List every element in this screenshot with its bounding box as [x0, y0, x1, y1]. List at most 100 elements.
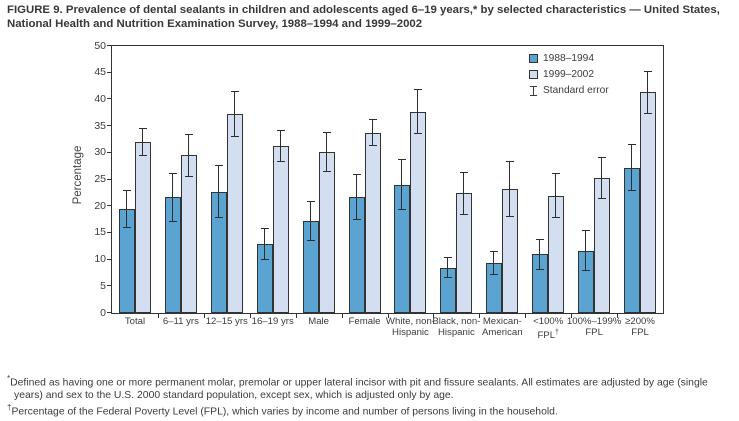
legend-label-1988-1994: 1988–1994 — [543, 52, 594, 64]
footnote-asterisk: *Defined as having one or more permanent… — [7, 373, 735, 402]
x-category-label: White, non- Hispanic — [385, 316, 435, 338]
bar-1988-1994 — [256, 243, 273, 313]
x-tick — [571, 314, 573, 318]
error-bar — [276, 129, 285, 162]
bar-1999-2002 — [272, 145, 289, 313]
legend-item-standard-error: Standard error — [529, 83, 609, 99]
x-category-label: Male — [308, 316, 330, 327]
legend: 1988–1994 1999–2002 Standard error — [529, 50, 609, 99]
x-category-label: 100%–199% FPL — [566, 316, 622, 338]
x-category-label: Total — [124, 316, 146, 327]
bar-1999-2002 — [364, 132, 381, 313]
y-tick — [107, 285, 112, 287]
bar-1999-2002 — [134, 142, 151, 313]
figure-title: FIGURE 9. Prevalence of dental sealants … — [7, 4, 720, 30]
y-tick-label: 20 — [94, 199, 106, 212]
error-bar — [552, 172, 561, 219]
error-bar — [414, 89, 423, 135]
x-tick — [525, 314, 527, 318]
error-bar — [168, 172, 177, 222]
y-tick-label: 30 — [94, 146, 106, 159]
x-category-label: <100% FPL† — [533, 316, 564, 341]
error-bar — [582, 230, 591, 271]
y-tick-label: 45 — [94, 66, 106, 79]
x-category-label: Mexican- American — [482, 316, 523, 338]
error-bar — [214, 165, 223, 219]
x-tick — [295, 314, 297, 318]
x-tick — [203, 314, 205, 318]
footnotes: *Defined as having one or more permanent… — [7, 373, 735, 419]
y-tick-label: 15 — [94, 226, 106, 239]
error-bar — [322, 131, 331, 172]
y-tick-label: 10 — [94, 253, 106, 266]
legend-swatch-1988-1994 — [529, 53, 538, 63]
bar-1999-2002 — [502, 189, 519, 313]
legend-item-1988-1994: 1988–1994 — [529, 50, 609, 66]
footnote-text: Percentage of the Federal Poverty Level … — [11, 406, 558, 418]
bar-1988-1994 — [164, 197, 181, 313]
bar-1988-1994 — [118, 208, 135, 313]
error-bar — [536, 238, 545, 270]
error-bar — [352, 173, 361, 220]
x-category-label: 6–11 yrs — [162, 316, 199, 327]
footnote-marker: † — [7, 403, 12, 413]
standard-error-icon — [530, 85, 537, 96]
plot-area — [111, 45, 664, 314]
bar-1988-1994 — [578, 250, 595, 313]
y-tick — [107, 45, 112, 46]
error-bar — [398, 159, 407, 211]
x-tick — [249, 314, 251, 318]
bar-1999-2002 — [456, 193, 473, 313]
y-tick — [107, 258, 112, 260]
x-tick — [433, 314, 435, 318]
y-tick — [107, 125, 112, 127]
error-bar — [138, 128, 147, 157]
bar-1988-1994 — [210, 191, 227, 313]
y-tick — [107, 71, 112, 73]
error-bar — [306, 200, 315, 242]
bar-1988-1994 — [394, 184, 411, 313]
error-bar — [644, 71, 653, 114]
bar-1999-2002 — [318, 151, 335, 313]
y-tick-label: 5 — [100, 279, 106, 292]
y-tick — [107, 312, 112, 313]
bar-1999-2002 — [594, 177, 611, 313]
y-tick-label: 25 — [94, 173, 106, 185]
bar-1988-1994 — [440, 267, 457, 313]
footnote-dagger: †Percentage of the Federal Poverty Level… — [7, 402, 735, 419]
bar-1999-2002 — [410, 111, 427, 313]
x-category-label: Black, non- Hispanic — [432, 316, 481, 338]
y-tick-label: 35 — [94, 119, 106, 132]
y-tick — [107, 231, 112, 233]
footnote-marker: * — [7, 374, 11, 383]
error-bar — [230, 90, 239, 137]
x-tick — [387, 314, 389, 318]
x-category-label: ≥200% FPL — [625, 316, 655, 338]
bar-1999-2002 — [548, 195, 565, 313]
x-category-label: 16–19 yrs — [251, 316, 294, 327]
legend-swatch-1999-2002 — [529, 69, 538, 79]
x-tick — [157, 314, 159, 318]
x-tick — [479, 314, 481, 318]
error-bar — [260, 227, 269, 260]
bar-1988-1994 — [302, 221, 319, 313]
error-bar — [598, 156, 607, 200]
error-bar — [628, 144, 637, 192]
bar-1999-2002 — [180, 155, 197, 313]
y-tick — [107, 205, 112, 207]
y-tick-label: 50 — [94, 39, 106, 52]
y-tick — [107, 98, 112, 100]
legend-item-1999-2002: 1999–2002 — [529, 66, 609, 82]
y-tick — [107, 178, 112, 180]
y-tick-label: 40 — [94, 92, 106, 105]
x-tick — [617, 314, 619, 318]
legend-label-1999-2002: 1999–2002 — [543, 68, 594, 80]
bar-1988-1994 — [624, 167, 641, 313]
error-bar — [368, 119, 377, 146]
y-tick-label: 0 — [100, 306, 106, 319]
error-bar — [460, 172, 469, 215]
error-bar — [184, 134, 193, 177]
x-tick — [341, 314, 343, 318]
y-tick — [107, 151, 112, 153]
